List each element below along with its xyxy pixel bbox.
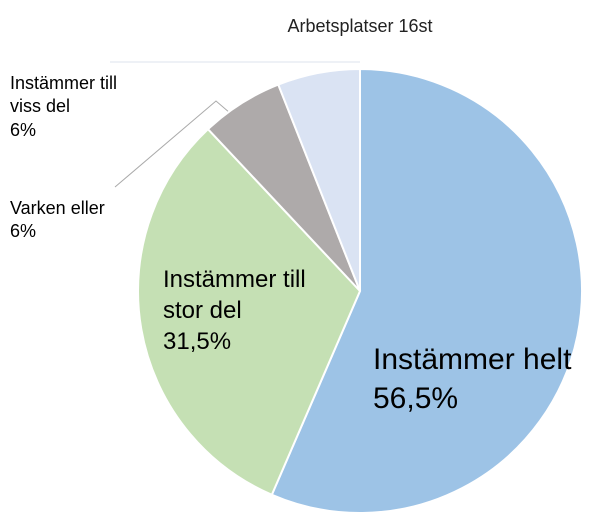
category-label: Instämmer till stor del	[163, 266, 306, 325]
category-label: Instämmer helt	[373, 343, 572, 376]
value-label: 6%	[10, 119, 37, 140]
category-label: Varken eller	[10, 198, 105, 218]
slice-label: Instämmer helt 56,5%	[373, 340, 613, 418]
chart-title: Arbetsplatser 16st	[287, 16, 433, 36]
pie-slice	[276, 67, 361, 292]
value-label: 31,5%	[163, 328, 232, 356]
slice-label: Instämmer till stor del 31,5%	[163, 264, 323, 358]
pie-slice	[270, 67, 583, 514]
value-label: 56,5%	[373, 382, 459, 415]
leader-line	[114, 100, 231, 188]
slice-label: Varken eller 6%	[10, 197, 150, 244]
value-label: 6%	[10, 221, 37, 242]
pie-slice	[137, 127, 362, 497]
category-label: Instämmer till viss del	[10, 73, 118, 117]
slice-label: Instämmer till viss del 6%	[10, 72, 120, 142]
